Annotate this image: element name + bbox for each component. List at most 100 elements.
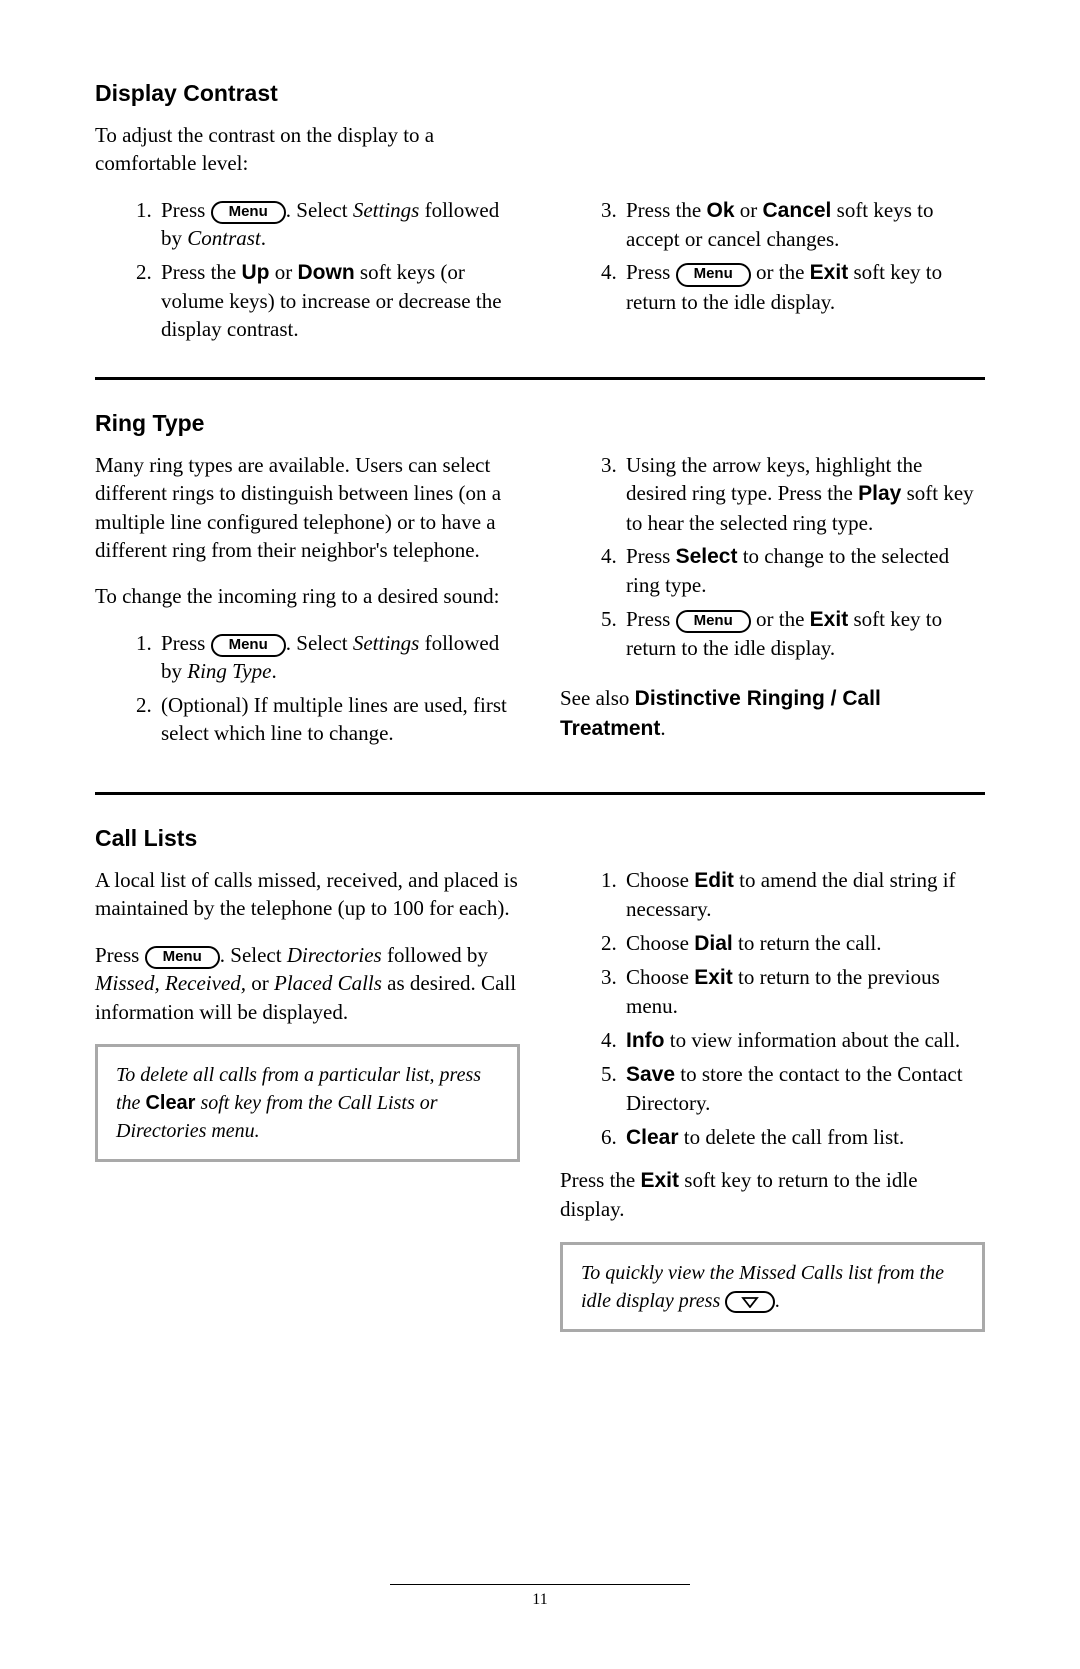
softkey-label: Clear	[145, 1092, 195, 1114]
text-fragment: to view information about the call.	[664, 1028, 960, 1052]
heading-display-contrast: Display Contrast	[95, 80, 985, 107]
italic-term: Placed Calls	[274, 971, 382, 995]
two-column-layout: A local list of calls missed, received, …	[95, 866, 985, 1344]
text-fragment: followed by	[382, 943, 488, 967]
menu-button-icon: Menu	[145, 946, 220, 970]
text-fragment: Press the	[560, 1168, 641, 1192]
step-item: Clear to delete the call from list.	[622, 1123, 985, 1152]
text-fragment: (Optional) If multiple lines are used, f…	[161, 693, 507, 745]
text-fragment: or the	[751, 607, 810, 631]
text-fragment: . Select	[286, 198, 353, 222]
note-box: To quickly view the Missed Calls list fr…	[560, 1242, 985, 1332]
two-column-layout: Many ring types are available. Users can…	[95, 451, 985, 764]
heading-call-lists: Call Lists	[95, 825, 985, 852]
down-arrow-button-icon	[725, 1291, 775, 1314]
text-fragment: to delete the call from list.	[679, 1125, 905, 1149]
menu-button-icon: Menu	[676, 610, 751, 634]
left-column: A local list of calls missed, received, …	[95, 866, 520, 1344]
step-item: Press the Ok or Cancel soft keys to acce…	[622, 196, 985, 254]
text-fragment: . Select	[286, 631, 353, 655]
step-item: Press Menu or the Exit soft key to retur…	[622, 605, 985, 663]
page-footer: 11	[0, 1584, 1080, 1609]
footer-rule	[390, 1584, 690, 1585]
text-fragment: .	[775, 1290, 780, 1312]
note-box: To delete all calls from a particular li…	[95, 1044, 520, 1162]
softkey-label: Down	[298, 261, 355, 284]
intro-text: To adjust the contrast on the display to…	[95, 121, 525, 178]
text-fragment: Press	[161, 198, 211, 222]
text-fragment: Press	[626, 607, 676, 631]
section-display-contrast: Display Contrast To adjust the contrast …	[95, 80, 985, 349]
text-fragment: Press	[161, 631, 211, 655]
two-column-layout: Press Menu. Select Settings followed by …	[95, 196, 985, 349]
steps-list-right: Choose Edit to amend the dial string if …	[560, 866, 985, 1152]
text-fragment: Press	[626, 260, 676, 284]
text-fragment: .	[660, 716, 665, 740]
softkey-label: Ok	[707, 199, 735, 222]
text-fragment: Press the	[161, 260, 242, 284]
step-item: Info to view information about the call.	[622, 1026, 985, 1055]
heading-ring-type: Ring Type	[95, 410, 985, 437]
text-fragment: .	[261, 226, 266, 250]
text-fragment: Press the	[626, 198, 707, 222]
step-item: Press Select to change to the selected r…	[622, 542, 985, 600]
text-fragment: or	[246, 971, 274, 995]
section-call-lists: Call Lists A local list of calls missed,…	[95, 825, 985, 1344]
right-column: Using the arrow keys, highlight the desi…	[560, 451, 985, 764]
softkey-label: Clear	[626, 1126, 679, 1149]
softkey-label: Exit	[641, 1169, 680, 1192]
softkey-label: Exit	[810, 608, 849, 631]
menu-button-icon: Menu	[211, 201, 286, 225]
step-item: Choose Edit to amend the dial string if …	[622, 866, 985, 924]
italic-term: Ring Type	[187, 659, 271, 683]
text-fragment: or the	[751, 260, 810, 284]
italic-term: Directories	[287, 943, 382, 967]
text-fragment: or	[735, 198, 763, 222]
softkey-label: Edit	[694, 869, 734, 892]
softkey-label: Dial	[694, 932, 733, 955]
text-fragment: to store the contact to the Contact Dire…	[626, 1062, 963, 1115]
step-item: Choose Exit to return to the previous me…	[622, 963, 985, 1021]
left-column: Press Menu. Select Settings followed by …	[95, 196, 520, 349]
text-fragment: Press	[95, 943, 145, 967]
instruction-paragraph: Press Menu. Select Directories followed …	[95, 941, 520, 1026]
text-fragment: Choose	[626, 931, 694, 955]
left-column: Many ring types are available. Users can…	[95, 451, 520, 764]
intro-text: To change the incoming ring to a desired…	[95, 582, 520, 610]
step-item: Choose Dial to return the call.	[622, 929, 985, 958]
step-item: (Optional) If multiple lines are used, f…	[157, 691, 520, 748]
step-item: Using the arrow keys, highlight the desi…	[622, 451, 985, 537]
text-fragment: Press	[626, 544, 676, 568]
step-item: Save to store the contact to the Contact…	[622, 1060, 985, 1118]
softkey-label: Save	[626, 1063, 675, 1086]
section-ring-type: Ring Type Many ring types are available.…	[95, 410, 985, 764]
steps-list-left: Press Menu. Select Settings followed by …	[95, 629, 520, 748]
text-fragment: . Select	[220, 943, 287, 967]
text-fragment: Choose	[626, 965, 694, 989]
step-item: Press the Up or Down soft keys (or volum…	[157, 258, 520, 344]
italic-term: Settings	[353, 631, 420, 655]
page-number: 11	[0, 1591, 1080, 1609]
section-divider	[95, 792, 985, 795]
softkey-label: Up	[242, 261, 270, 284]
right-column: Press the Ok or Cancel soft keys to acce…	[560, 196, 985, 349]
italic-term: Settings	[353, 198, 420, 222]
right-column: Choose Edit to amend the dial string if …	[560, 866, 985, 1344]
menu-button-icon: Menu	[211, 634, 286, 658]
softkey-label: Cancel	[763, 199, 832, 222]
closing-paragraph: Press the Exit soft key to return to the…	[560, 1166, 985, 1224]
intro-text: A local list of calls missed, received, …	[95, 866, 520, 923]
text-fragment: See also	[560, 686, 635, 710]
steps-list-left: Press Menu. Select Settings followed by …	[95, 196, 520, 344]
softkey-label: Exit	[694, 966, 733, 989]
softkey-label: Select	[676, 545, 738, 568]
softkey-label: Info	[626, 1029, 664, 1052]
text-fragment: Choose	[626, 868, 694, 892]
softkey-label: Exit	[810, 261, 849, 284]
softkey-label: Play	[858, 482, 901, 505]
text-fragment: .	[271, 659, 276, 683]
step-item: Press Menu or the Exit soft key to retur…	[622, 258, 985, 316]
manual-page: Display Contrast To adjust the contrast …	[0, 0, 1080, 1669]
italic-term: Missed, Received,	[95, 971, 246, 995]
steps-list-right: Press the Ok or Cancel soft keys to acce…	[560, 196, 985, 316]
